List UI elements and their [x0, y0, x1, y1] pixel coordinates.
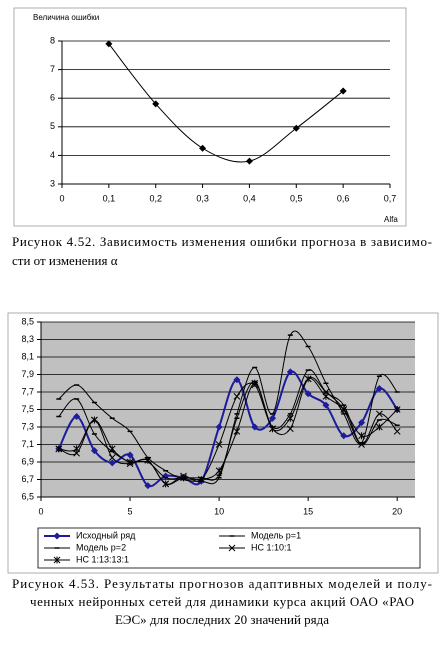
- marker: [73, 413, 81, 420]
- legend-label: Модель р=2: [76, 542, 126, 552]
- marker: [55, 445, 63, 453]
- marker: [233, 393, 241, 400]
- y-tick-label: 7,7: [21, 386, 34, 396]
- y-tick-label: 6,9: [21, 456, 34, 466]
- marker: [304, 390, 312, 398]
- marker: [376, 423, 383, 431]
- marker: [108, 459, 116, 467]
- marker: [53, 532, 61, 540]
- marker: [269, 425, 276, 433]
- y-tick-label: 5: [50, 121, 55, 131]
- x-tick-label: 10: [214, 506, 224, 516]
- marker: [126, 451, 134, 459]
- x-tick-label: 0,6: [337, 193, 350, 203]
- marker: [199, 144, 207, 152]
- y-tick-label: 6: [50, 93, 55, 103]
- figure-caption: сти от изменения α: [12, 253, 118, 268]
- marker: [322, 401, 330, 409]
- y-tick-label: 7,9: [21, 369, 34, 379]
- x-tick-label: 0,7: [384, 193, 397, 203]
- x-tick-label: 0,5: [290, 193, 303, 203]
- marker: [233, 376, 241, 384]
- marker: [215, 467, 223, 475]
- marker: [340, 406, 348, 413]
- y-tick-label: 6,5: [21, 491, 34, 501]
- marker: [393, 406, 401, 413]
- marker: [376, 410, 383, 418]
- marker: [73, 445, 80, 453]
- y-tick-label: 7,3: [21, 421, 34, 431]
- y-axis-title: Величина ошибки: [33, 13, 99, 22]
- y-tick-label: 8: [50, 35, 55, 45]
- chart-frame: [13, 7, 407, 227]
- marker: [286, 425, 294, 433]
- marker: [144, 482, 152, 490]
- y-tick-label: 3: [50, 178, 55, 188]
- marker: [286, 414, 294, 422]
- y-tick-label: 7: [50, 64, 55, 74]
- figure-caption: Рисунок 4.53. Результаты прогнозов адапт…: [12, 576, 432, 591]
- series-line: [58, 330, 398, 485]
- marker: [251, 379, 259, 387]
- y-tick-label: 7,5: [21, 404, 34, 414]
- x-tick-label: 0: [38, 506, 43, 516]
- legend-label: НС 1:10:1: [251, 542, 292, 552]
- marker: [152, 100, 160, 108]
- series-line: [108, 43, 344, 163]
- marker: [322, 392, 330, 400]
- marker: [180, 474, 187, 482]
- marker: [339, 87, 347, 95]
- y-tick-label: 4: [50, 150, 55, 160]
- x-tick-label: 0,2: [149, 193, 162, 203]
- y-tick-label: 6,7: [21, 474, 34, 484]
- y-tick-label: 8,1: [21, 351, 34, 361]
- marker: [358, 432, 365, 440]
- marker: [144, 456, 152, 464]
- x-tick-label: 0,1: [103, 193, 116, 203]
- marker: [233, 427, 241, 435]
- legend-label: Исходный ряд: [76, 530, 136, 540]
- marker: [215, 423, 223, 431]
- legend-label: НС 1:13:13:1: [76, 554, 129, 564]
- marker: [393, 428, 401, 435]
- x-tick-label: 15: [303, 506, 313, 516]
- figure-caption: Рисунок 4.52. Зависимость изменения ошиб…: [12, 234, 432, 249]
- y-tick-label: 8,3: [21, 334, 34, 344]
- y-tick-label: 8,5: [21, 316, 34, 326]
- marker: [197, 476, 205, 483]
- x-tick-label: 0,4: [243, 193, 256, 203]
- marker: [90, 447, 98, 455]
- marker: [245, 157, 253, 165]
- marker: [292, 124, 300, 132]
- x-tick-label: 0,3: [196, 193, 209, 203]
- marker: [126, 458, 134, 466]
- x-tick-label: 5: [128, 506, 133, 516]
- marker: [108, 454, 116, 461]
- legend-label: Модель р=1: [251, 530, 301, 540]
- y-tick-label: 7,1: [21, 439, 34, 449]
- marker: [286, 368, 294, 376]
- x-tick-label: 20: [392, 506, 402, 516]
- x-axis-title: Alfa: [384, 215, 398, 224]
- marker: [108, 445, 116, 453]
- figure-caption: ЕЭС» для последних 20 значений ряда: [115, 612, 329, 627]
- marker: [304, 375, 312, 383]
- marker: [91, 416, 98, 424]
- marker: [375, 385, 383, 392]
- x-tick-label: 0: [59, 193, 64, 203]
- marker: [105, 40, 113, 48]
- chart-frame: [7, 312, 439, 574]
- marker: [228, 544, 236, 552]
- figure-caption: ченных нейронных сетей для динамики курс…: [30, 594, 414, 609]
- marker: [340, 432, 348, 440]
- marker: [251, 423, 259, 431]
- marker: [269, 414, 277, 422]
- marker: [53, 556, 61, 564]
- marker: [358, 419, 366, 427]
- marker: [215, 441, 223, 448]
- marker: [162, 480, 170, 488]
- marker: [358, 441, 365, 448]
